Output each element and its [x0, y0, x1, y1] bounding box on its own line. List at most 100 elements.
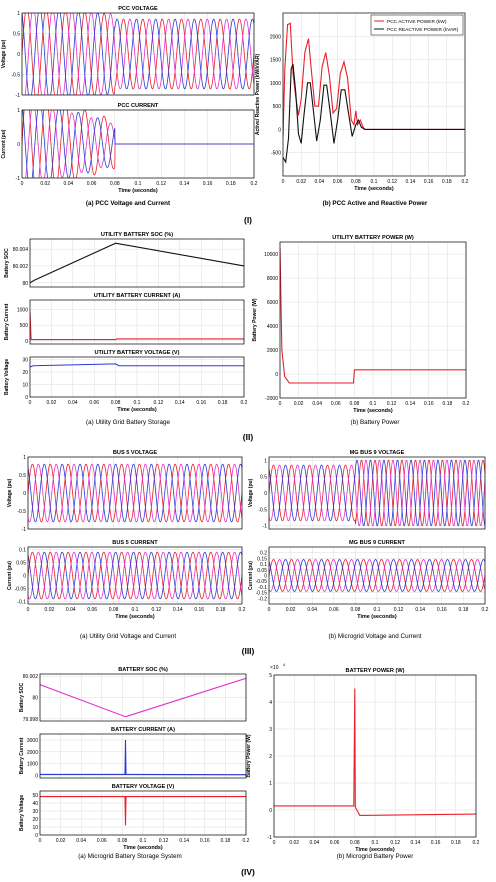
axes-frame — [268, 546, 486, 605]
chart-title: BUS 5 VOLTAGE — [113, 450, 158, 456]
series-layer — [269, 559, 485, 592]
x-tick-label: 0.02 — [286, 607, 296, 613]
y-tick-label: 0 — [17, 52, 20, 58]
axes-frame — [39, 673, 247, 722]
y-tick-label: 0 — [25, 339, 28, 345]
series-layer — [269, 459, 485, 527]
x-tick-label: 0.04 — [68, 400, 78, 406]
x-tick-label: 0.04 — [310, 840, 320, 846]
legend-label: PCC ACTIVE POWER (kW) — [387, 19, 447, 25]
y-tick-label: 80.002 — [13, 264, 29, 270]
axes-frame — [268, 456, 486, 530]
x-tick-label: 0.18 — [226, 181, 236, 187]
series-line-1 — [280, 247, 466, 384]
x-tick-label: 0.16 — [200, 838, 210, 844]
series-line-1 — [269, 459, 485, 527]
x-tick-label: 0.2 — [463, 401, 470, 407]
series-line-3 — [269, 459, 485, 527]
series-line-2 — [22, 13, 254, 95]
x-tick-label: 0 — [27, 607, 30, 613]
y-axis-label: Current (pu) — [1, 129, 7, 158]
pcc-voltage-chart: -1 -0.5 0 0.5 1 PCC VOLTAGE Voltage (pu) — [1, 6, 255, 99]
y-axis-label: Voltage (pu) — [1, 39, 7, 68]
x-tick-label: 0.08 — [351, 179, 361, 185]
series-layer — [40, 796, 246, 826]
series-line-2 — [28, 463, 242, 523]
x-tick-label: 0.2 — [239, 607, 246, 613]
x-tick-label: 0.2 — [251, 181, 258, 187]
y-axis-label: Battery Current — [19, 737, 25, 774]
x-axis-label: Time (seconds) — [115, 614, 155, 620]
y-tick-label: -0.5 — [11, 73, 20, 79]
y-axis-label: Active/ Reactive Power (kW/kVAR) — [255, 54, 261, 136]
y-tick-label: -0.2 — [258, 596, 267, 602]
caption-utility-grid-voltage-current: (a) Utility Grid Voltage and Current — [80, 633, 176, 640]
x-tick-label: 0.12 — [152, 607, 162, 613]
series-line-1 — [283, 22, 465, 137]
y-tick-label: -0.05 — [15, 586, 27, 592]
y-tick-label: 500 — [20, 323, 29, 329]
y-tick-label: 0.1 — [19, 548, 26, 554]
x-tick-label: 0.04 — [315, 179, 325, 185]
y-tick-label: 80 — [22, 281, 28, 287]
legend-label: PCC REACTIVE POWER (kVAR) — [387, 27, 459, 33]
x-tick-label: 0.08 — [118, 838, 128, 844]
util-current-chart: 0 500 1000 UTILITY BATTERY CURRENT (A) Batte… — [4, 293, 245, 345]
axes-frame — [21, 109, 255, 179]
x-tick-label: 0.12 — [387, 401, 397, 407]
x-tick-label: 0.18 — [216, 607, 226, 613]
y-tick-label: 2000 — [267, 348, 278, 354]
pcc-power-chart: -500 0 500 1000 1500 2000 0 0.02 0.04 0.06 0.08 0.1… — [255, 12, 469, 192]
caption-pcc-voltage-current: (a) PCC Voltage and Current — [86, 200, 171, 207]
x-tick-label: 0 — [21, 181, 24, 187]
y-tick-label: 0 — [35, 833, 38, 839]
x-tick-label: 0.04 — [64, 181, 74, 187]
y-tick-label: -0.5 — [258, 507, 267, 513]
y-tick-label: 0.2 — [260, 551, 267, 557]
y-tick-label: 5 — [269, 673, 272, 679]
x-tick-label: 0.2 — [243, 838, 250, 844]
axes-frame — [27, 546, 243, 605]
x-tick-label: 0.06 — [87, 607, 97, 613]
y-tick-label: 0.1 — [260, 562, 267, 568]
series-layer — [22, 13, 254, 95]
x-tick-label: 0.16 — [203, 181, 213, 187]
series-line-1 — [30, 363, 244, 368]
y-tick-label: 0.05 — [257, 568, 267, 574]
x-tick-label: 0.04 — [312, 401, 322, 407]
x-tick-label: 0.06 — [331, 401, 341, 407]
y-tick-label: 30 — [22, 358, 28, 364]
y-tick-label: 10 — [32, 825, 38, 831]
mg-voltage-chart: 0 10 20 30 40 50 0 0.02 0.04 0.06 0.08 0.1 0.12 0.14 0… — [19, 784, 250, 851]
y-tick-label: 1 — [23, 455, 26, 461]
y-tick-label: 0.15 — [257, 556, 267, 562]
x-tick-label: 0.18 — [218, 400, 228, 406]
y-tick-label: -0.1 — [17, 599, 26, 605]
x-tick-label: 0 — [39, 838, 42, 844]
mg-current-chart: 0 1000 2000 3000 BATTERY CURRENT (A) Battery … — [19, 727, 247, 780]
y-axis-label: Current (pu) — [7, 561, 13, 590]
x-tick-label: 0.06 — [333, 179, 343, 185]
series-layer — [283, 22, 465, 164]
y-exponent-label: ×10 — [270, 665, 279, 671]
y-tick-label: 0.5 — [13, 32, 20, 38]
axes-frame — [39, 733, 247, 779]
y-tick-label: 1000 — [17, 307, 28, 313]
caption-pcc-power: (b) PCC Active and Reactive Power — [323, 200, 428, 207]
series-line-3 — [22, 13, 254, 95]
x-tick-label: 0.16 — [194, 607, 204, 613]
x-tick-label: 0.08 — [111, 400, 121, 406]
x-tick-label: 0.14 — [175, 400, 185, 406]
x-tick-label: 0.1 — [371, 179, 378, 185]
x-tick-label: 0.12 — [159, 838, 169, 844]
mg9-voltage-chart: -1 -0.5 0 0.5 1 MG BUS 9 VOLTAGE Voltage (pu) — [248, 450, 486, 530]
series-line-2 — [269, 459, 485, 527]
series-layer — [40, 739, 246, 776]
x-tick-label: 0.18 — [221, 838, 231, 844]
x-tick-label: 0.08 — [351, 607, 361, 613]
x-tick-label: 0.04 — [66, 607, 76, 613]
y-tick-label: 20 — [32, 817, 38, 823]
